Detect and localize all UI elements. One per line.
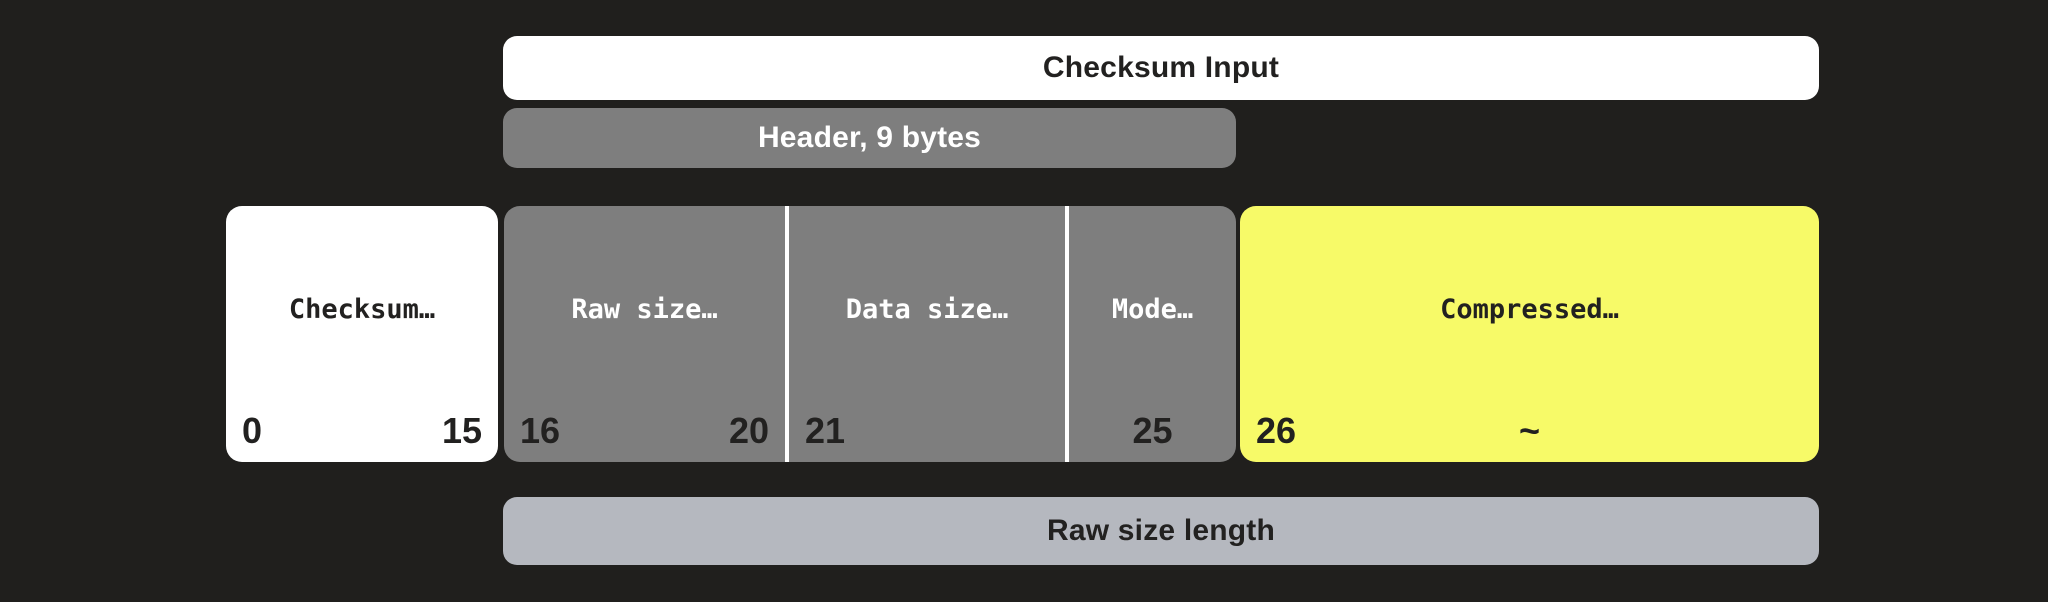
raw-size-length-bar: Raw size length (503, 497, 1819, 565)
block-mode-label: Mode… (1111, 293, 1194, 325)
block-raw-size: Raw size… 16 20 (504, 206, 785, 462)
block-raw-size-start-offset: 16 (520, 410, 561, 451)
block-mode-mid-offset: 25 (1132, 410, 1173, 451)
block-checksum-end-offset: 15 (441, 410, 482, 451)
block-data-size: Data size… 21 (789, 206, 1065, 462)
header-span-bar: Header, 9 bytes (503, 108, 1236, 168)
block-compressed: Compressed… 26 ~ (1240, 206, 1819, 462)
divider-raw-data (785, 206, 789, 462)
checksum-input-label: Checksum Input (1042, 51, 1280, 84)
block-raw-size-label: Raw size… (571, 293, 718, 325)
block-compressed-start-offset: 26 (1256, 410, 1297, 451)
header-bytes-group: Raw size… 16 20 Data size… 21 (504, 206, 1236, 462)
block-checksum-start-offset: 0 (242, 410, 263, 451)
header-label: Header, 9 bytes (757, 121, 982, 154)
block-mode: Mode… 25 (1069, 206, 1236, 462)
block-raw-size-end-offset: 20 (728, 410, 769, 451)
block-data-size-start-offset: 21 (805, 410, 846, 451)
raw-size-length-label: Raw size length (1046, 514, 1276, 547)
divider-data-mode (1065, 206, 1069, 462)
block-checksum-label: Checksum… (288, 293, 436, 325)
block-data-size-label: Data size… (845, 293, 1009, 325)
checksum-input-span-bar: Checksum Input (503, 36, 1819, 100)
byte-blocks-row: Checksum… 0 15 Raw size… 16 20 (0, 206, 2048, 462)
block-compressed-label: Compressed… (1440, 293, 1619, 325)
block-checksum: Checksum… 0 15 (226, 206, 498, 462)
block-compressed-mid-offset: ~ (1518, 410, 1541, 451)
